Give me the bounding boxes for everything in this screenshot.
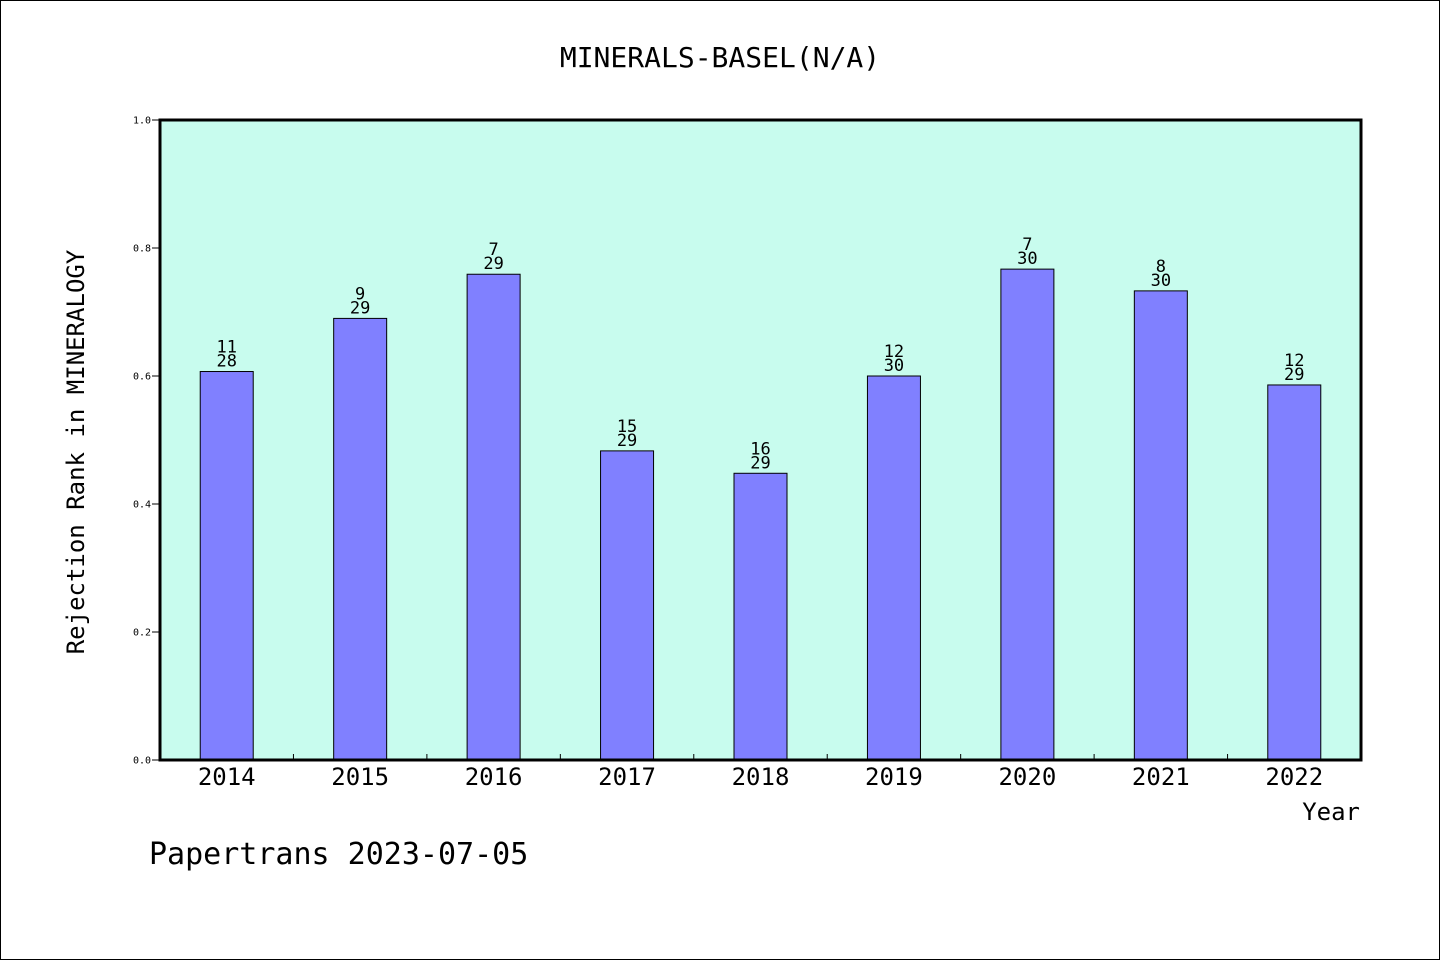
bar: [1000, 268, 1055, 761]
bar: [466, 273, 521, 761]
bar-label-bottom: 30: [1151, 271, 1171, 291]
x-axis-label: Year: [1302, 798, 1360, 826]
bar-label-top: 11: [216, 338, 236, 358]
bar: [1133, 290, 1188, 761]
bar-label-top: 12: [884, 342, 904, 362]
y-tick-label: 1.0: [133, 116, 151, 127]
bar-label-bottom: 29: [617, 431, 637, 451]
bar-label-top: 12: [1284, 351, 1304, 371]
bar-label-top: 16: [750, 439, 770, 459]
bar-label-bottom: 29: [750, 453, 770, 473]
chart-title: MINERALS-BASEL(N/A): [560, 41, 880, 74]
bar: [199, 371, 254, 761]
x-tick-label: 2016: [465, 763, 523, 791]
y-tick-label: 0.4: [133, 500, 151, 511]
bar-label-bottom: 29: [1284, 365, 1304, 385]
y-tick-label: 0.2: [133, 628, 151, 639]
bar: [866, 375, 921, 761]
x-tick-label: 2020: [998, 763, 1056, 791]
bar-label-bottom: 30: [884, 356, 904, 376]
y-tick-label: 0.6: [133, 372, 151, 383]
bar: [1267, 384, 1322, 761]
bar-label-top: 7: [1022, 235, 1032, 255]
y-tick-label: 0.8: [133, 244, 151, 255]
bar: [600, 450, 655, 761]
x-tick-label: 2021: [1132, 763, 1190, 791]
y-axis-ticks: 0.0 0.2 0.4 0.6 0.8 1.0: [133, 116, 160, 767]
x-tick-label: 2019: [865, 763, 923, 791]
bar-label-bottom: 28: [216, 352, 236, 372]
y-axis-label: Rejection Rank in MINERALOGY: [62, 249, 90, 654]
x-tick-label: 2018: [732, 763, 790, 791]
bar-label-bottom: 29: [483, 254, 503, 274]
x-tick-label: 2017: [598, 763, 656, 791]
bar-label-bottom: 29: [350, 298, 370, 318]
bar: [333, 317, 388, 761]
x-axis-tick-labels: 2014 2015 2016 2017 2018 2019 2020 2021 2022: [198, 763, 1323, 791]
plot-border: [158, 118, 1363, 762]
footer-text: Papertrans 2023-07-05: [149, 837, 528, 872]
x-tick-label: 2014: [198, 763, 256, 791]
bar-label-top: 8: [1156, 257, 1166, 277]
y-tick-label: 0.0: [133, 756, 151, 767]
bar-label-top: 9: [355, 284, 365, 304]
bar-label-top: 15: [617, 417, 637, 437]
bar-label-bottom: 30: [1017, 249, 1037, 269]
bar: [733, 472, 788, 761]
x-tick-label: 2022: [1265, 763, 1323, 791]
x-tick-label: 2015: [331, 763, 389, 791]
bars: [199, 268, 1322, 761]
bar-label-top: 7: [488, 240, 498, 260]
